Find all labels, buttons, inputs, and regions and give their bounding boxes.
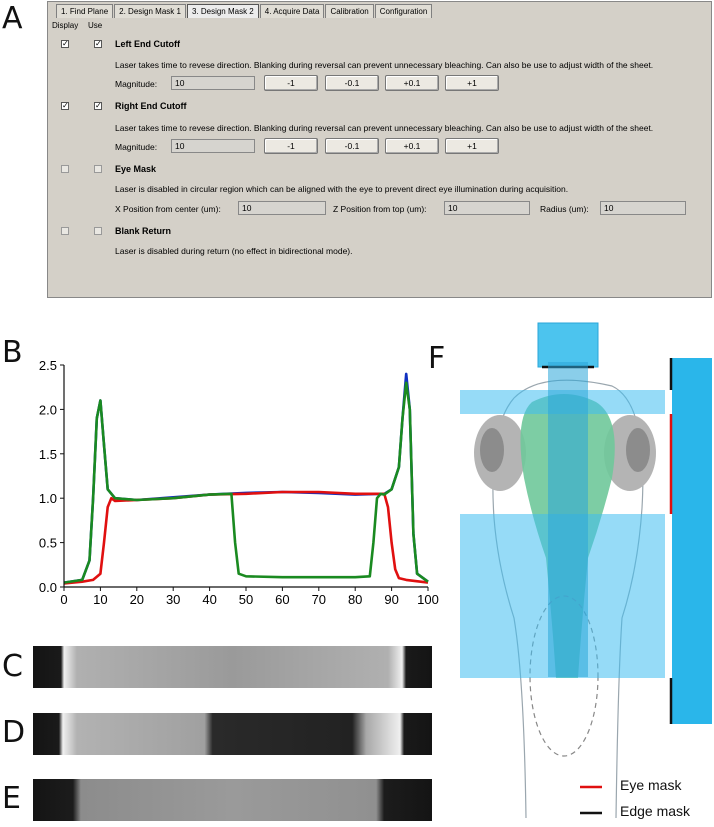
mask-schematic — [460, 322, 712, 819]
blank-return-display-checkbox[interactable] — [61, 227, 69, 235]
tab-design-mask-1[interactable]: 2. Design Mask 1 — [114, 4, 186, 18]
x-tick-label: 90 — [384, 592, 398, 607]
x-tick-label: 50 — [239, 592, 253, 607]
x-tick-label: 60 — [275, 592, 289, 607]
y-tick-label: 2.0 — [39, 402, 57, 417]
right-minus-0.1-button[interactable]: -0.1 — [325, 138, 379, 154]
y-tick-label: 1.5 — [39, 447, 57, 462]
tab-configuration[interactable]: Configuration — [374, 4, 433, 18]
x-position-field[interactable]: 10 — [238, 201, 326, 215]
x-tick-label: 80 — [348, 592, 362, 607]
sheet-image-d — [33, 713, 432, 755]
left-minus-1-button[interactable]: -1 — [264, 75, 318, 91]
right-magnitude-field[interactable]: 10 — [171, 139, 255, 153]
x-position-label: X Position from center (um): — [115, 204, 221, 214]
series-line-2 — [63, 381, 429, 584]
right-plus-1-button[interactable]: +1 — [445, 138, 499, 154]
right-minus-1-button[interactable]: -1 — [264, 138, 318, 154]
y-tick-label: 0.0 — [39, 580, 57, 595]
use-column-header: Use — [88, 21, 103, 30]
illumination-bar — [672, 358, 712, 724]
right-plus-0.1-button[interactable]: +0.1 — [385, 138, 439, 154]
eye-mask-legend-label: Eye mask — [620, 777, 682, 793]
panel-label-b: B — [2, 335, 23, 370]
tab-acquire-data[interactable]: 4. Acquire Data — [259, 4, 325, 18]
radius-field[interactable]: 10 — [600, 201, 686, 215]
x-tick-label: 40 — [202, 592, 216, 607]
x-tick-label: 0 — [60, 592, 67, 607]
panel-label-e: E — [2, 781, 21, 816]
tab-bar: 1. Find Plane 2. Design Mask 1 3. Design… — [56, 4, 433, 18]
tab-find-plane[interactable]: 1. Find Plane — [56, 4, 114, 18]
left-cutoff-title: Left End Cutoff — [115, 39, 180, 49]
x-tick-label: 70 — [312, 592, 326, 607]
sheet-image-e — [33, 779, 432, 821]
display-column-header: Display — [52, 21, 79, 30]
y-tick-label: 1.0 — [39, 491, 57, 506]
right-cutoff-title: Right End Cutoff — [115, 101, 187, 111]
left-cutoff-display-checkbox[interactable]: ✓ — [61, 39, 69, 48]
eye-mask-display-checkbox[interactable] — [61, 165, 69, 173]
intensity-profile-chart: 0 10 20 30 40 50 60 70 80 90 100 0.0 0.5 1.0 1.5 2.0 2.5 — [39, 358, 439, 607]
left-cutoff-description: Laser takes time to revese direction. Bl… — [115, 60, 654, 70]
y-tick-label: 0.5 — [39, 536, 57, 551]
x-tick-label: 100 — [417, 592, 439, 607]
sheet-image-c — [33, 646, 432, 688]
left-magnitude-field[interactable]: 10 — [171, 76, 255, 90]
detection-column — [548, 362, 588, 677]
mask-design-panel: 1. Find Plane 2. Design Mask 1 3. Design… — [47, 1, 712, 298]
right-cutoff-use-checkbox[interactable]: ✓ — [94, 101, 102, 110]
left-cutoff-use-checkbox[interactable]: ✓ — [94, 39, 102, 48]
right-cutoff-description: Laser takes time to revese direction. Bl… — [115, 123, 654, 133]
y-tick-label: 2.5 — [39, 358, 57, 373]
panel-label-d: D — [2, 715, 26, 750]
panel-label-f: F — [428, 341, 446, 376]
z-position-label: Z Position from top (um): — [333, 204, 427, 214]
left-minus-0.1-button[interactable]: -0.1 — [325, 75, 379, 91]
right-cutoff-display-checkbox[interactable]: ✓ — [61, 101, 69, 110]
panel-label-c: C — [2, 649, 23, 684]
right-magnitude-label: Magnitude: — [115, 142, 158, 152]
tab-design-mask-2[interactable]: 3. Design Mask 2 — [186, 4, 259, 18]
eye-mask-description: Laser is disabled in circular region whi… — [115, 184, 569, 194]
objective-icon — [537, 322, 599, 368]
panel-label-a: A — [2, 1, 23, 36]
left-plus-0.1-button[interactable]: +0.1 — [385, 75, 439, 91]
blank-return-use-checkbox[interactable] — [94, 227, 102, 235]
blank-return-title: Blank Return — [115, 226, 172, 236]
x-tick-label: 30 — [166, 592, 180, 607]
blank-return-description: Laser is disabled during return (no effe… — [115, 246, 353, 256]
left-magnitude-label: Magnitude: — [115, 79, 158, 89]
left-plus-1-button[interactable]: +1 — [445, 75, 499, 91]
radius-label: Radius (um): — [540, 204, 589, 214]
x-tick-label: 20 — [130, 592, 144, 607]
tab-calibration[interactable]: Calibration — [325, 4, 374, 18]
eye-mask-title: Eye Mask — [115, 164, 157, 174]
eye-mask-use-checkbox[interactable] — [94, 165, 102, 173]
edge-mask-legend-label: Edge mask — [620, 803, 691, 819]
x-tick-label: 10 — [93, 592, 107, 607]
z-position-field[interactable]: 10 — [444, 201, 530, 215]
series-line-1 — [63, 490, 429, 585]
